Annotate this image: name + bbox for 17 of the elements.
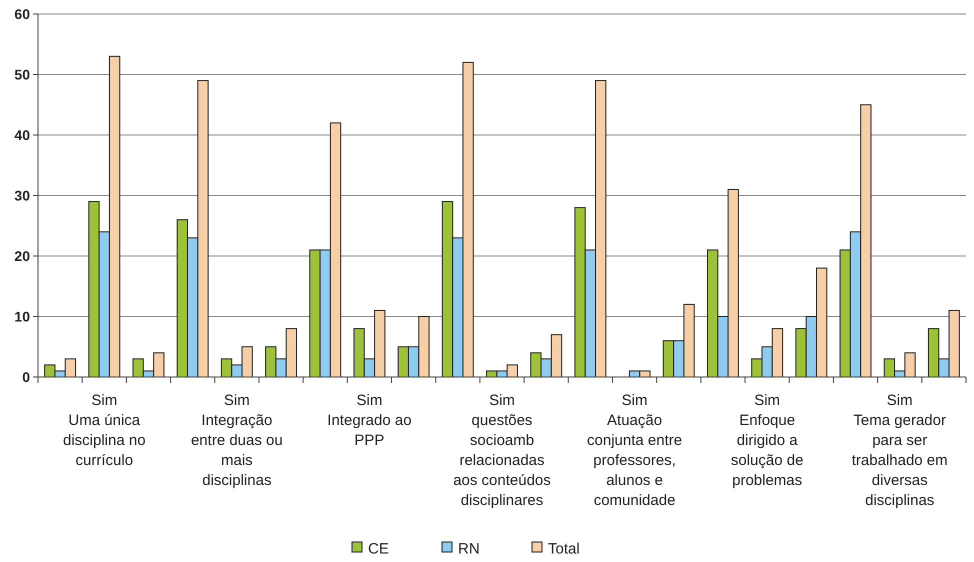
y-tick-label: 0 — [22, 368, 30, 385]
legend-label: RN — [458, 540, 480, 558]
legend-label: CE — [368, 540, 389, 558]
x-tick-label: Sim Tema gerador para ser trabalhado em diversas disciplinas — [852, 392, 948, 509]
y-tick-label: 50 — [14, 66, 30, 82]
y-tick-label: 10 — [14, 308, 30, 324]
x-tick-label: Sim Enfoque dirigido a solução de problemas — [730, 392, 804, 489]
x-tick-label: Sim questões socioamb relacionadas aos conteúdos disciplinares — [453, 392, 551, 509]
x-tick-label: Sim Atuação conjunta entre professores, alunos e comunidade — [587, 392, 682, 509]
y-tick-label: 60 — [14, 6, 30, 22]
x-tick-label: Sim Integrado ao PPP — [327, 392, 412, 449]
y-tick-label: 30 — [14, 187, 30, 204]
x-tick-label: Sim Uma única disciplina no currículo — [63, 392, 146, 469]
y-tick-label: 20 — [14, 248, 30, 264]
x-tick-label: Sim Integração entre duas ou mais disciplinas — [190, 392, 283, 489]
legend-label: Total — [548, 540, 580, 558]
y-tick-label: 40 — [14, 126, 30, 143]
